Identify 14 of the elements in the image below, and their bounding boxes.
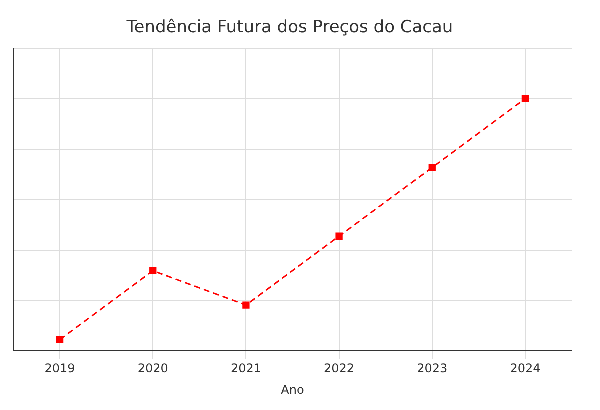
point xyxy=(150,267,157,275)
point xyxy=(522,95,530,102)
x-tick-label: 2022 xyxy=(324,362,355,376)
x-axis-title: Ano xyxy=(281,382,304,397)
x-tick-label: 2019 xyxy=(44,362,76,376)
x-tick-label: 2023 xyxy=(417,362,448,376)
point xyxy=(242,302,250,309)
point xyxy=(56,336,64,344)
x-tick-label: 2021 xyxy=(230,362,262,376)
x-tick-label: 2024 xyxy=(510,362,541,376)
x-tick-label: 2020 xyxy=(138,362,168,376)
point xyxy=(428,164,436,172)
chart-title: Tendência Futura dos Preços do Cacau xyxy=(126,18,454,38)
point xyxy=(336,232,343,240)
